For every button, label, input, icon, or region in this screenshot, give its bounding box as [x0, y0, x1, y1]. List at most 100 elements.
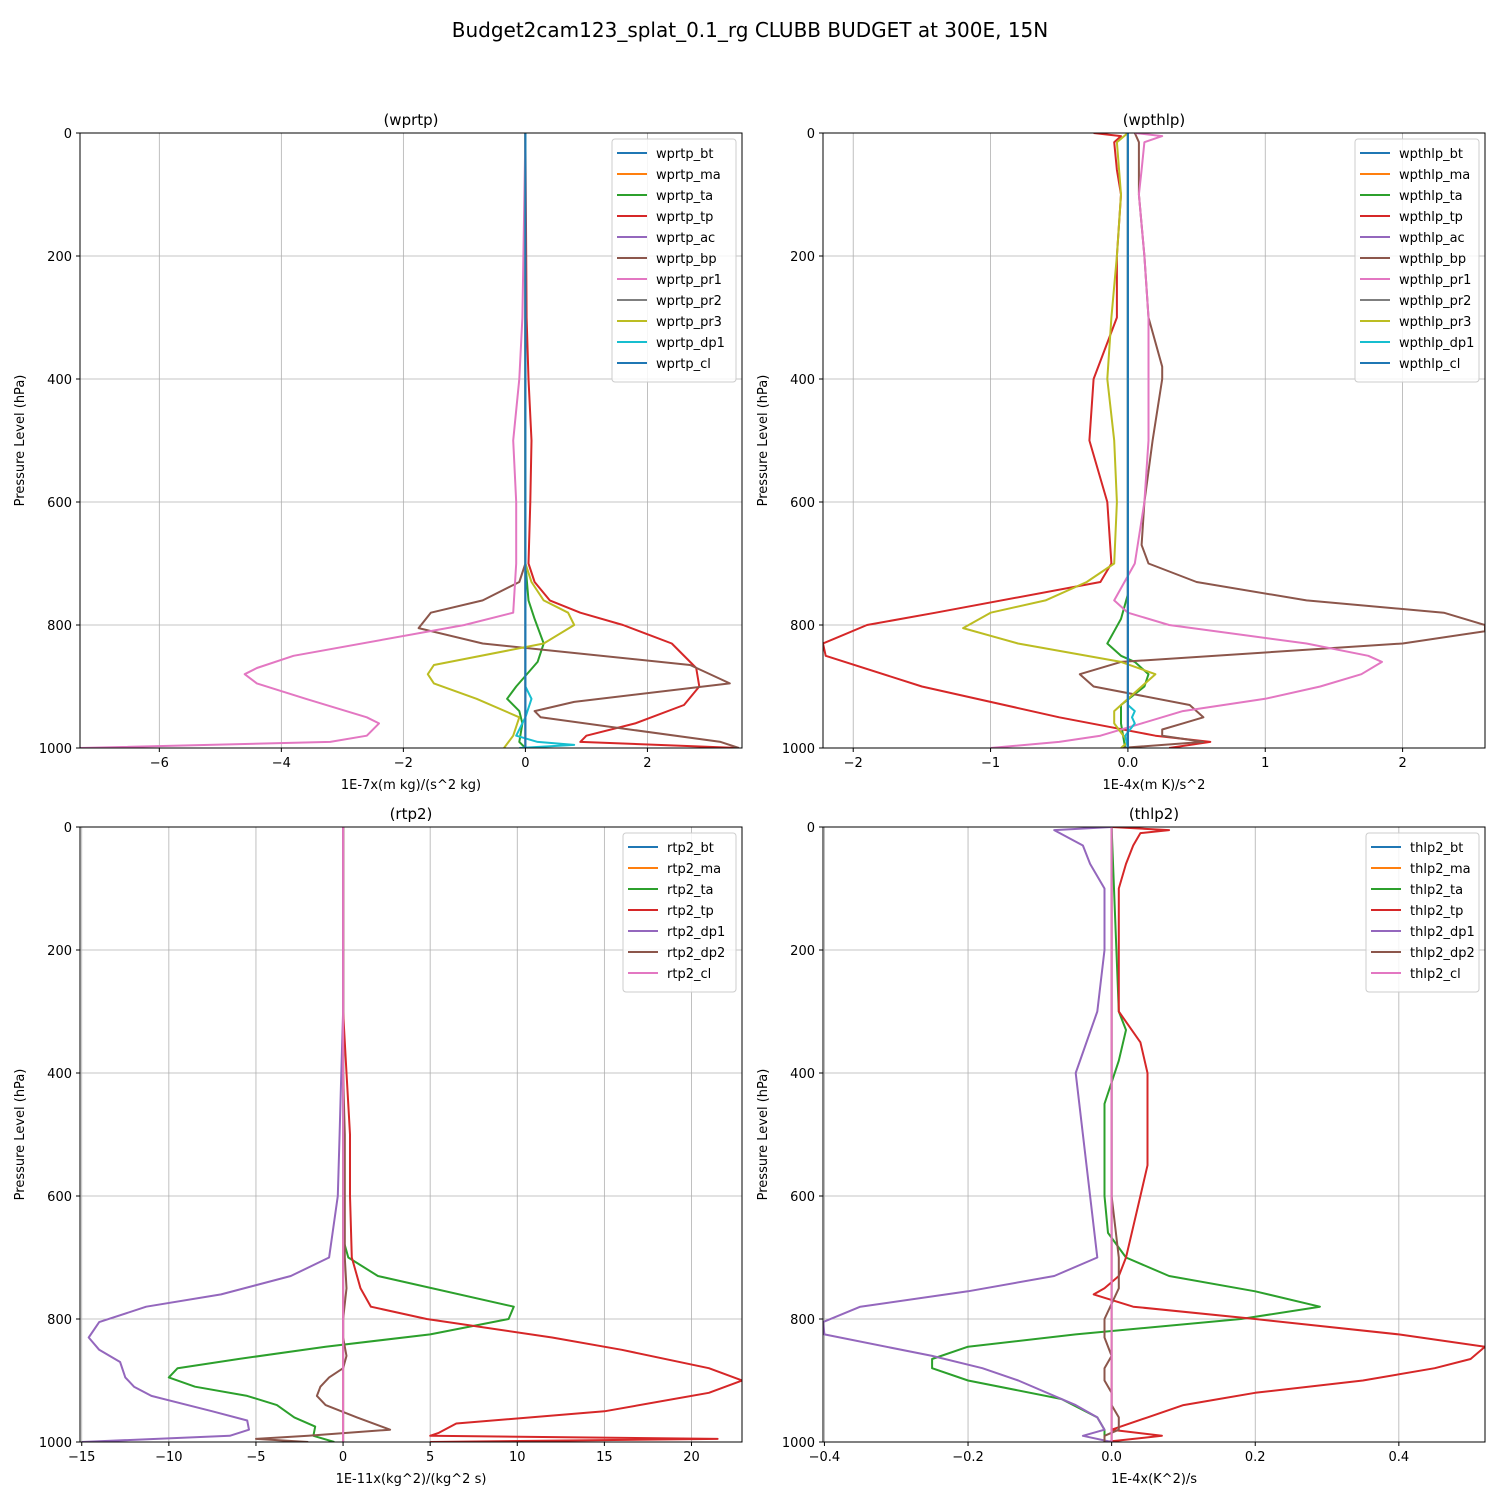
legend-label: wprtp_tp: [656, 210, 713, 225]
legend-label: wpthlp_dp1: [1399, 336, 1474, 351]
series-line-wprtp_tp: [524, 133, 739, 748]
legend-label: wpthlp_tp: [1399, 210, 1463, 225]
plot-frame: [79, 826, 743, 1443]
x-tick-label: 20: [683, 1450, 700, 1465]
series-line-wpthlp_pr3: [962, 133, 1157, 748]
x-tick-label: 2: [643, 756, 651, 771]
panel-title: (wprtp): [383, 111, 438, 129]
y-tick-label: 600: [790, 496, 815, 511]
series-line-wprtp_pr3: [426, 133, 576, 748]
y-axis-label: Pressure Level (hPa): [13, 375, 28, 507]
y-tick-label: 400: [790, 373, 815, 388]
series-line-wpthlp_bp: [1078, 133, 1485, 748]
panel-title: (wpthlp): [1123, 111, 1186, 129]
y-tick-label: 0: [807, 821, 815, 836]
y-tick-label: 1000: [39, 742, 72, 757]
chart-panel-3: −15 −10 −5 0 5 10 15 2002004006008001000(rtp2)1…: [13, 805, 743, 1487]
legend-label: thlp2_bt: [1410, 841, 1463, 856]
y-tick-label: 800: [790, 619, 815, 634]
y-tick-label: 0: [64, 127, 72, 142]
y-tick-label: 0: [807, 127, 815, 142]
series-line-rtp2_dp1: [81, 827, 345, 1442]
legend: thlp2_bt thlp2_ma thlp2_ta thlp2_tp thlp2_dp…: [1365, 832, 1480, 993]
legend-label: wpthlp_ma: [1399, 168, 1470, 183]
y-tick-label: 0: [64, 821, 72, 836]
legend-label: rtp2_bt: [667, 841, 714, 856]
y-tick-label: 600: [47, 1190, 72, 1205]
x-tick-label: 1: [1261, 756, 1269, 771]
series-line-thlp2_tp: [1092, 827, 1485, 1442]
x-tick-label: 5: [426, 1450, 434, 1465]
series-line-wprtp_bp: [417, 133, 740, 748]
x-tick-label: 0.4: [1388, 1450, 1409, 1465]
x-tick-label: 0.2: [1245, 1450, 1266, 1465]
legend-label: thlp2_tp: [1410, 904, 1463, 919]
series-line-wprtp_dp1: [515, 133, 576, 748]
legend-label: thlp2_cl: [1410, 967, 1461, 982]
legend: wpthlp_bt wpthlp_ma wpthlp_ta wpthlp_tpwpth…: [1354, 138, 1480, 383]
y-tick-label: 200: [790, 944, 815, 959]
x-tick-label: −2: [394, 756, 413, 771]
figure-title: Budget2cam123_splat_0.1_rg CLUBB BUDGET …: [452, 18, 1048, 42]
legend-label: wpthlp_ta: [1399, 189, 1463, 204]
y-tick-label: 600: [47, 496, 72, 511]
legend: wprtp_bt wprtp_ma wprtp_ta wprtp_tp wprtp_ac…: [611, 138, 737, 383]
legend-label: thlp2_ma: [1410, 862, 1471, 877]
legend-label: wprtp_ta: [656, 189, 713, 204]
legend-label: wpthlp_pr2: [1399, 294, 1471, 309]
series-line-wpthlp_tp: [823, 133, 1212, 748]
legend-label: wprtp_ac: [656, 231, 715, 246]
legend-label: wprtp_cl: [656, 357, 711, 372]
chart-panel-1: −6 −4 −2 0 2 0 200 400 600 800 1000 (wprtp) 1E-7x(m …: [13, 111, 743, 793]
chart-panel-4: −0.4 −0.2 0.0 0.2 0.4 0 200 400 600 800 1000 (thlp2…: [756, 805, 1486, 1487]
y-tick-label: 400: [47, 373, 72, 388]
legend-label: wpthlp_pr3: [1399, 315, 1471, 330]
series-line-thlp2_dp2: [1103, 827, 1120, 1442]
y-tick-label: 400: [47, 1067, 72, 1082]
y-tick-label: 800: [47, 1313, 72, 1328]
legend-label: wpthlp_pr1: [1399, 273, 1471, 288]
legend-label: thlp2_ta: [1410, 883, 1463, 898]
legend-label: wprtp_dp1: [656, 336, 725, 351]
x-tick-label: 0: [521, 756, 529, 771]
legend-label: wprtp_pr2: [656, 294, 722, 309]
x-tick-label: 0: [339, 1450, 347, 1465]
y-tick-label: 400: [790, 1067, 815, 1082]
chart-panel-2: −2 −1 0.0 1 2 0 200 400 600 800 1000 (wpthlp) 1E-4x(…: [756, 111, 1486, 793]
legend-label: wpthlp_cl: [1399, 357, 1460, 372]
plot-frame: [79, 132, 743, 749]
x-axis-label: 1E-4x(K^2)/s: [1111, 1472, 1197, 1487]
y-axis-label: Pressure Level (hPa): [756, 1069, 771, 1201]
y-tick-label: 200: [790, 250, 815, 265]
y-tick-label: 200: [47, 944, 72, 959]
y-tick-label: 800: [790, 1313, 815, 1328]
series-line-wprtp_pr1: [80, 133, 527, 748]
legend: rtp2_bt rtp2_ma rtp2_ta rtp2_tp rtp2_dp1 rtp2…: [622, 832, 737, 993]
series-line-rtp2_tp: [342, 827, 742, 1442]
x-tick-label: 15: [596, 1450, 613, 1465]
legend-label: rtp2_cl: [667, 967, 711, 982]
x-axis-label: 1E-4x(m K)/s^2: [1103, 778, 1206, 793]
x-tick-label: 10: [509, 1450, 526, 1465]
plot-frame: [822, 132, 1486, 749]
x-axis-label: 1E-7x(m kg)/(s^2 kg): [341, 778, 481, 793]
legend-label: wpthlp_ac: [1399, 231, 1465, 246]
y-axis-label: Pressure Level (hPa): [756, 375, 771, 507]
x-tick-label: −0.2: [952, 1450, 984, 1465]
y-tick-label: 1000: [782, 742, 815, 757]
series-line-rtp2_ta: [167, 827, 515, 1442]
series-line-thlp2_dp1: [823, 827, 1112, 1442]
x-tick-label: 0.0: [1101, 1450, 1122, 1465]
x-tick-label: −10: [155, 1450, 182, 1465]
series-line-rtp2_dp2: [255, 827, 392, 1442]
legend-label: rtp2_dp2: [667, 946, 725, 961]
x-tick-label: −1: [981, 756, 1000, 771]
panel-title: (rtp2): [390, 805, 433, 823]
legend-label: thlp2_dp1: [1410, 925, 1475, 940]
x-tick-label: −2: [844, 756, 863, 771]
x-axis-label: 1E-11x(kg^2)/(kg^2 s): [336, 1472, 487, 1487]
x-tick-label: −0.4: [809, 1450, 841, 1465]
x-tick-label: 0.0: [1118, 756, 1139, 771]
legend-label: wpthlp_bp: [1399, 252, 1466, 267]
legend-label: rtp2_ma: [667, 862, 721, 877]
